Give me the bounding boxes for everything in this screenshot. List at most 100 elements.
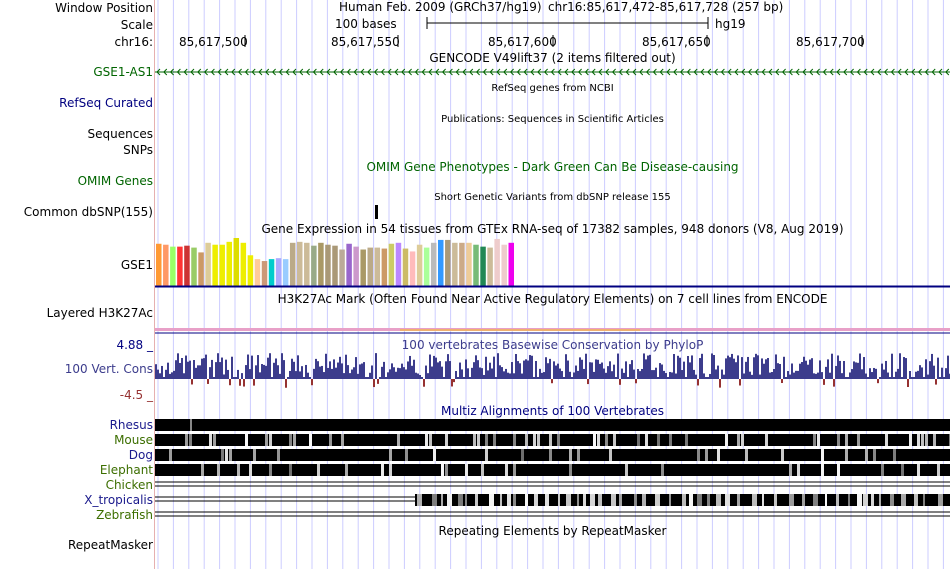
species-alignment-gap: [465, 464, 468, 476]
browser-image[interactable]: [155, 0, 950, 569]
strand-chevron: [299, 68, 304, 76]
strand-chevron: [727, 68, 732, 76]
strand-chevron: [849, 68, 854, 76]
track-label-h3k27ac[interactable]: Layered H3K27Ac: [46, 306, 153, 320]
strand-chevron: [373, 68, 378, 76]
track-label-repeatmasker[interactable]: RepeatMasker: [67, 538, 153, 552]
cons-bar: [595, 359, 597, 379]
strand-chevron: [741, 68, 746, 76]
cons-bar: [945, 368, 947, 379]
cons-bar: [201, 358, 203, 379]
cons-bar: [747, 356, 749, 379]
cons-min-value: -4.5 _: [119, 388, 153, 402]
strand-chevron: [489, 68, 494, 76]
cons-bar: [543, 372, 545, 379]
cons-bar: [795, 370, 797, 379]
track-label-dbsnp[interactable]: Common dbSNP(155): [23, 205, 153, 219]
gtex-bar: [381, 248, 388, 286]
cons-bar: [409, 355, 411, 379]
cons-bar: [737, 355, 739, 379]
species-alignment-gap: [716, 494, 721, 506]
strand-chevron: [584, 68, 589, 76]
cons-bar: [585, 353, 587, 379]
species-alignment-gap: [598, 494, 602, 506]
species-alignment-gap: [857, 494, 862, 506]
strand-chevron: [448, 68, 453, 76]
cons-bar: [307, 372, 309, 379]
strand-chevron: [591, 68, 596, 76]
species-alignment-gap: [737, 494, 740, 506]
strand-chevron: [802, 68, 807, 76]
track-label-cons[interactable]: 100 Vert. Cons: [64, 362, 153, 376]
species-alignment-block: [155, 464, 950, 476]
cons-bar: [227, 369, 229, 379]
tick-label-4: 85,617,650: [642, 35, 711, 49]
track-label-omim[interactable]: OMIM Genes: [77, 174, 153, 188]
species-alignment-gap: [389, 464, 392, 476]
strand-chevron: [679, 68, 684, 76]
species-alignment-gap: [190, 419, 192, 431]
species-alignment-gap: [293, 434, 296, 446]
species-alignment-gap: [566, 494, 571, 506]
strand-chevron: [890, 68, 895, 76]
strand-chevron: [659, 68, 664, 76]
chrom-label: chr16:: [114, 35, 153, 49]
cons-bar: [843, 360, 845, 379]
species-alignment-gap: [845, 434, 848, 446]
cons-bar: [653, 370, 655, 379]
strand-chevron: [414, 68, 419, 76]
cons-bar: [387, 372, 389, 379]
track-title-cons: 100 vertebrates Basewise Conservation by…: [401, 338, 704, 352]
cons-bar-neg: [285, 379, 287, 388]
cons-bar: [351, 369, 353, 379]
cons-bar: [709, 373, 711, 379]
strand-chevron: [700, 68, 705, 76]
cons-bar: [847, 377, 849, 379]
cons-bar: [775, 354, 777, 379]
species-alignment-gap: [669, 494, 671, 506]
track-label-refseq[interactable]: RefSeq Curated: [59, 96, 153, 110]
strand-chevron: [917, 68, 922, 76]
species-label-mouse: Mouse: [114, 433, 153, 447]
species-alignment-gap: [189, 434, 192, 446]
species-alignment-gap: [619, 494, 622, 506]
track-label-sequences[interactable]: Sequences: [87, 127, 153, 141]
position-text: chr16:85,617,472-85,617,728 (257 bp): [548, 0, 784, 14]
cons-bar: [421, 377, 423, 379]
species-alignment-gap: [836, 494, 839, 506]
cons-bar: [607, 366, 609, 379]
track-label-gse1-as1[interactable]: GSE1-AS1: [93, 65, 153, 79]
strand-chevron: [618, 68, 623, 76]
cons-bar: [413, 359, 415, 379]
cons-bar: [679, 357, 681, 379]
cons-bar: [559, 368, 561, 379]
h3k27ac-signal: [400, 329, 640, 331]
cons-bar-neg: [935, 379, 937, 385]
cons-bar: [637, 369, 639, 379]
cons-bar: [497, 353, 499, 379]
species-alignment-gap: [921, 434, 924, 446]
species-alignment-gap: [697, 494, 702, 506]
species-alignment-gap: [577, 449, 580, 461]
species-alignment-gap: [789, 464, 792, 476]
cons-bar: [869, 368, 871, 379]
gtex-bar: [409, 251, 416, 286]
cons-bar: [367, 377, 369, 379]
species-alignment-gap: [590, 494, 595, 506]
cons-bar: [839, 360, 841, 379]
cons-bar: [257, 355, 259, 379]
track-label-gtex[interactable]: GSE1: [120, 258, 153, 272]
cons-bar: [353, 367, 355, 379]
species-alignment-gap: [557, 434, 560, 446]
cons-bar: [583, 368, 585, 379]
species-alignment-gap: [209, 434, 212, 446]
species-alignment-gap: [441, 494, 443, 506]
cons-bar: [545, 357, 547, 379]
species-alignment-gap: [909, 434, 912, 446]
cons-bar: [463, 377, 465, 379]
track-label-snps[interactable]: SNPs: [123, 143, 153, 157]
gtex-bar: [261, 261, 268, 286]
species-alignment-gap: [593, 434, 596, 446]
cons-bar: [911, 377, 913, 379]
strand-chevron: [183, 68, 188, 76]
